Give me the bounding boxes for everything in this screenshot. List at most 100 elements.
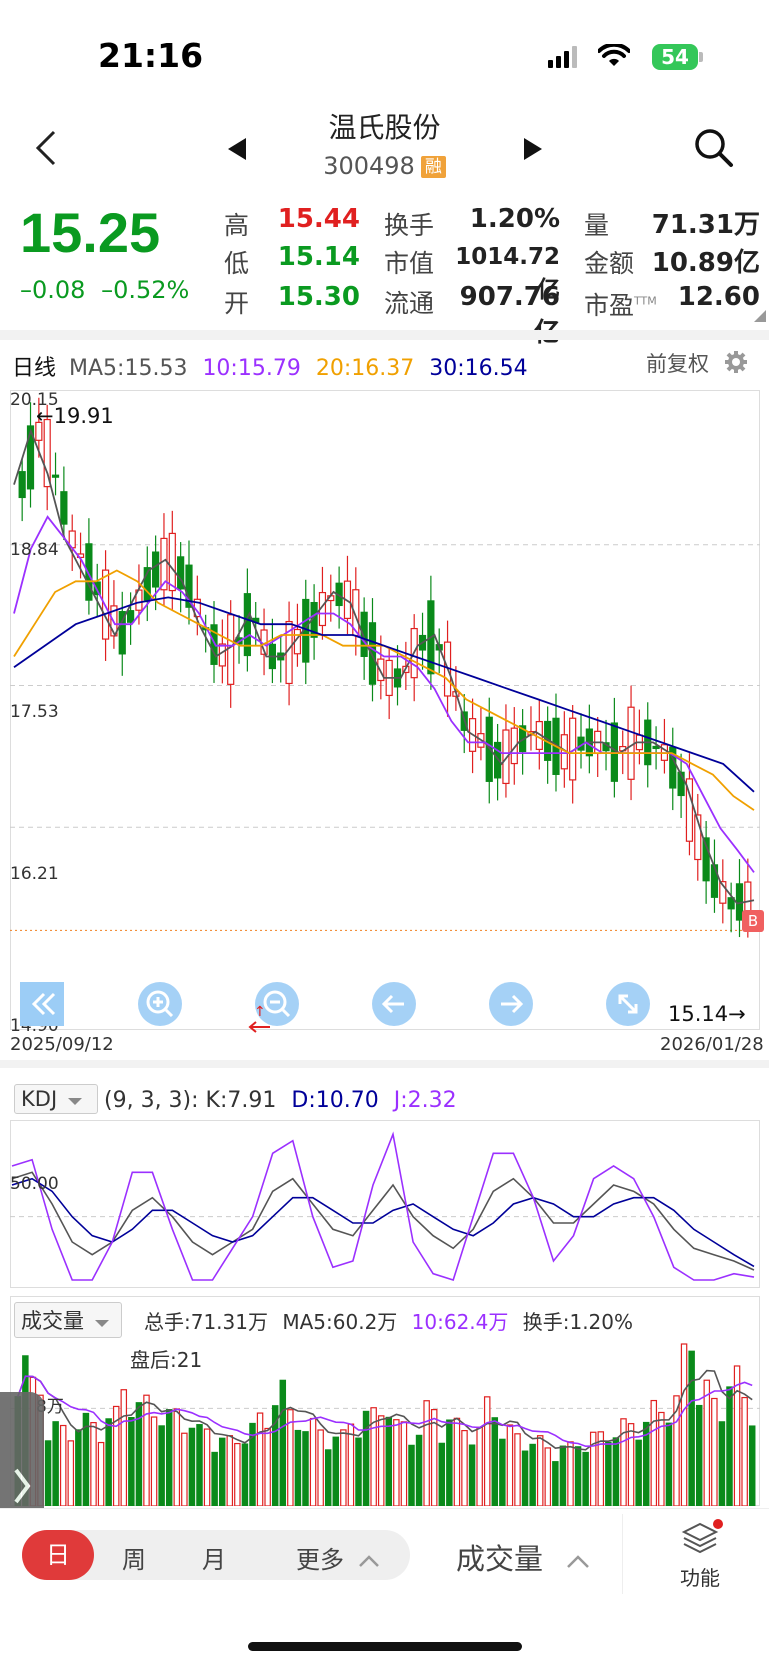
kdj-divider (0, 1060, 769, 1068)
kdj-dropdown[interactable]: KDJ (14, 1084, 98, 1114)
pe-ttm-sup: TTM (634, 294, 657, 308)
volume-bar (385, 1416, 393, 1506)
y-tick-3: 17.53 (10, 702, 59, 722)
volume-bar (499, 1438, 506, 1506)
kdj-d: D:10.70 (291, 1088, 379, 1113)
prev-stock-icon[interactable] (226, 136, 248, 162)
small-red-arrow-icon: ↑ (248, 1004, 270, 1033)
back-arrow-icon[interactable] (32, 128, 58, 168)
chevron-right-icon (14, 1468, 31, 1504)
pe-value: 12.60 (677, 282, 760, 312)
volume-bar (203, 1428, 211, 1506)
volume-bar (552, 1461, 559, 1506)
kdj-line-j (11, 1131, 755, 1282)
volume-chart[interactable] (10, 1340, 760, 1506)
chevron-up-icon (567, 1555, 590, 1568)
candle-body (177, 556, 185, 590)
arrow-left-icon (381, 994, 404, 1014)
tab-month[interactable]: 月 (202, 1546, 226, 1574)
double-chevron-left-icon (31, 992, 56, 1016)
low-label: 低 (224, 249, 250, 278)
scroll-left-button[interactable] (372, 982, 416, 1026)
next-stock-icon[interactable] (522, 136, 544, 162)
volume-bar (271, 1405, 279, 1506)
candle-body (143, 567, 151, 601)
kdj-line-k (11, 1171, 755, 1271)
gear-icon[interactable] (724, 350, 748, 374)
volume-bar (430, 1409, 438, 1506)
kline-frame[interactable] (10, 390, 760, 1030)
volume-bar (491, 1417, 499, 1506)
volume-bar (52, 1421, 59, 1506)
volume-bar (309, 1417, 317, 1506)
kdj-y-tick: 50.00 (10, 1174, 59, 1194)
candle-body (360, 611, 368, 657)
kdj-line-d (11, 1177, 755, 1268)
chevron-up-icon (358, 1555, 379, 1567)
status-time: 21:16 (98, 36, 204, 75)
volume-bar (256, 1412, 264, 1506)
kdj-dropdown-label: KDJ (21, 1087, 58, 1111)
volume-bar (355, 1437, 362, 1506)
volume-bar (196, 1424, 203, 1506)
candle-body (694, 814, 702, 861)
adjust-label: 前复权 (646, 352, 709, 376)
candle-body (727, 897, 735, 910)
scroll-start-button[interactable] (20, 982, 64, 1026)
candle-body (85, 543, 93, 601)
buy-marker-badge[interactable]: B (742, 910, 764, 932)
period-label[interactable]: 日线 (12, 356, 57, 381)
ma-line-ma30 (13, 596, 755, 793)
candle-body (218, 643, 226, 667)
ma5-legend: MA5:15.53 (69, 356, 188, 381)
kdj-chart[interactable] (10, 1120, 760, 1288)
max-price-marker: ←19.91 (36, 404, 114, 428)
zoom-in-button[interactable] (138, 982, 182, 1026)
tab-more[interactable]: 更多 (296, 1540, 380, 1575)
volume-bar (415, 1434, 423, 1506)
ma-line-ma5 (13, 428, 755, 905)
change-percent: –0.52% (101, 276, 190, 304)
layers-icon (681, 1519, 723, 1554)
fullscreen-button[interactable] (606, 982, 650, 1026)
candle-body (60, 491, 68, 525)
volume-bar (393, 1419, 400, 1506)
volume-bar (680, 1343, 688, 1506)
search-icon[interactable] (694, 128, 734, 168)
candle-body (702, 837, 710, 882)
function-button[interactable]: 功能 (670, 1518, 730, 1590)
scroll-right-button[interactable] (489, 982, 533, 1026)
zoom-out-button[interactable] (255, 982, 299, 1026)
volume-bar (506, 1424, 514, 1506)
kdj-j: J:2.32 (393, 1088, 457, 1113)
candle-body (685, 778, 694, 842)
candle-body (126, 610, 135, 623)
price-change: –0.08 –0.52% (20, 276, 189, 304)
volume-dropdown[interactable]: 成交量 (14, 1302, 122, 1338)
volume-bar (82, 1412, 90, 1506)
volume-bar (218, 1437, 226, 1506)
zoom-out-icon (263, 990, 291, 1018)
y-tick-top: 20.15 (10, 390, 59, 410)
kline-chart[interactable] (10, 390, 760, 1030)
candle-body (168, 532, 176, 592)
volume-bar (468, 1444, 476, 1506)
volume-bar (249, 1422, 256, 1506)
volume-bar (574, 1446, 582, 1506)
stock-code: 300498 (323, 152, 415, 180)
volume-bar (347, 1423, 355, 1506)
candle-body (493, 741, 502, 779)
tab-day[interactable]: 日 (22, 1530, 94, 1580)
indicator-selector[interactable]: 成交量 (456, 1536, 590, 1578)
volume-bar (279, 1379, 287, 1506)
expand-corner-icon[interactable] (754, 310, 766, 322)
tab-week[interactable]: 周 (122, 1546, 146, 1574)
volume-bar (673, 1395, 680, 1506)
volume-bar (181, 1432, 188, 1506)
candle-body (627, 706, 635, 780)
adjust-button[interactable]: 前复权 (646, 348, 709, 378)
last-price: 15.25 (20, 201, 161, 264)
volume-bar (665, 1422, 673, 1506)
volume-bar (241, 1443, 249, 1506)
volume-bar (612, 1437, 620, 1506)
